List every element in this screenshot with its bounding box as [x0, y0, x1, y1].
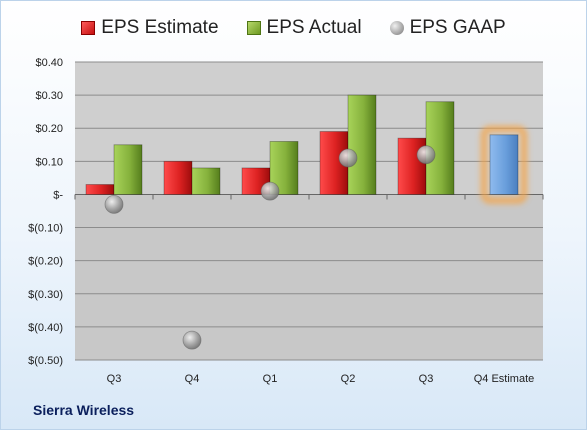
point-eps-gaap [260, 181, 280, 201]
y-tick-label: $(0.40) [28, 322, 63, 334]
bar-eps-actual [191, 167, 221, 195]
x-tick-label: Q3 [107, 373, 122, 385]
point-eps-gaap [416, 145, 436, 165]
bar-eps-forecast [489, 134, 519, 195]
legend-item-eps-gaap: EPS GAAP [389, 17, 506, 39]
bar-eps-actual [113, 144, 143, 195]
y-tick-label: $- [53, 189, 63, 201]
legend-item-eps-estimate: EPS Estimate [81, 17, 219, 39]
x-tick-label: Q3 [419, 373, 434, 385]
legend-swatch-gaap [389, 21, 404, 35]
y-tick-label: $(0.30) [28, 289, 63, 301]
legend-label-eps-gaap: EPS GAAP [409, 17, 506, 38]
y-tick-label: $0.30 [35, 90, 63, 102]
y-tick-label: $0.10 [35, 156, 63, 168]
legend-label-eps-actual: EPS Actual [266, 17, 362, 38]
legend-item-eps-actual: EPS Actual [246, 17, 362, 39]
bar-eps-actual [347, 94, 377, 195]
legend: EPS Estimate EPS Actual EPS GAAP [0, 14, 587, 42]
legend-swatch-actual [246, 21, 261, 35]
point-eps-gaap [338, 148, 358, 168]
x-tick-label: Q4 [185, 373, 200, 385]
point-eps-gaap [104, 194, 124, 214]
x-tick-label: Q2 [341, 373, 356, 385]
y-tick-label: $(0.20) [28, 256, 63, 268]
y-tick-label: $(0.50) [28, 355, 63, 367]
x-tick-label: Q1 [263, 373, 278, 385]
bar-eps-estimate [163, 160, 193, 195]
legend-swatch-estimate [81, 21, 96, 35]
bar-eps-estimate [85, 184, 115, 195]
legend-label-eps-estimate: EPS Estimate [101, 17, 219, 38]
forecast-glow [480, 125, 528, 204]
y-tick-label: $0.20 [35, 123, 63, 135]
y-tick-label: $(0.10) [28, 223, 63, 235]
y-tick-label: $0.40 [35, 57, 63, 69]
company-name: Sierra Wireless [33, 402, 135, 418]
point-eps-gaap [182, 330, 202, 350]
x-tick-label: Q4 Estimate [474, 373, 535, 385]
